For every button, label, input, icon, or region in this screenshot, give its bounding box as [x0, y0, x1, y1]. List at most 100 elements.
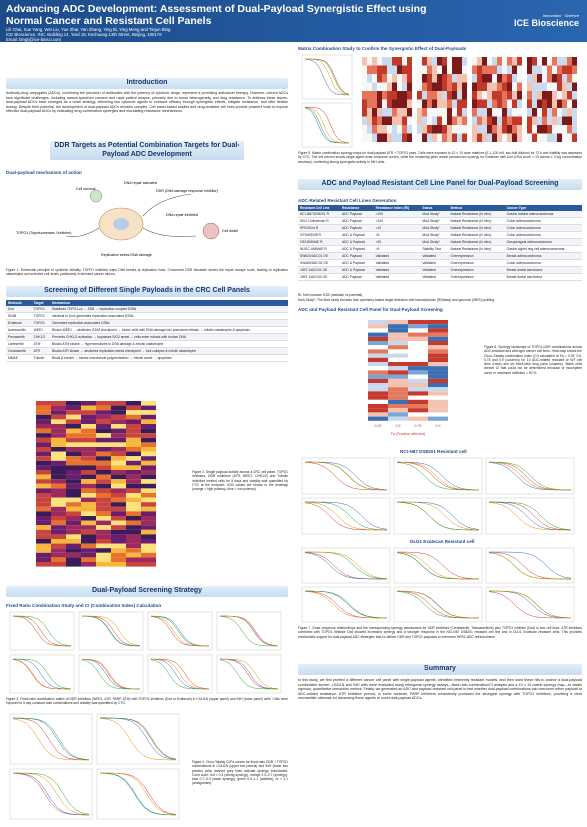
- row: JIMT-1/ADC01 OE ADC & Payload Validated Val…: [298, 266, 582, 274]
- heatmap-cell: [96, 497, 111, 503]
- heatmap-cell: [487, 133, 492, 142]
- heatmap-cell: [141, 516, 156, 521]
- heatmap-cell: [532, 82, 537, 91]
- heatmap-cell: [408, 336, 428, 341]
- row: Ceralasertib ATR Blocks ATR kinase → aboli…: [6, 347, 288, 355]
- heatmap-cell: [452, 116, 457, 125]
- heatmap-cell: [497, 108, 502, 117]
- heatmap-cell: [111, 424, 126, 429]
- column-header: Resistance: [339, 205, 374, 211]
- heatmap-cell: [96, 433, 111, 438]
- column-header: Resistant Cell Line: [298, 205, 340, 211]
- cell: Exatecan: [6, 319, 32, 327]
- heatmap-cell: [402, 108, 407, 117]
- heatmap-cell: [402, 91, 407, 100]
- heatmap-cell: [407, 65, 412, 74]
- heatmap-cell: [402, 57, 407, 66]
- heatmap-cell: [407, 82, 412, 91]
- heatmap-cell: [126, 447, 141, 452]
- heatmap-cell: [452, 65, 457, 74]
- panel: [393, 497, 483, 535]
- cell: MMAE: [6, 354, 32, 362]
- heatmap-cell: [81, 433, 96, 438]
- cell: Overexpression: [448, 273, 505, 281]
- heatmap-cell: [141, 529, 156, 535]
- heatmap-cell: [81, 506, 96, 512]
- heatmap-cell: [512, 65, 517, 74]
- heatmap-cell: [487, 91, 492, 100]
- heatmap-cell: [36, 419, 51, 424]
- heatmap-cell: [462, 57, 467, 66]
- heatmap-cell: [387, 74, 392, 83]
- curve: [304, 58, 350, 96]
- heatmap-cell: [367, 91, 372, 100]
- heatmap-cell: [51, 437, 66, 443]
- heatmap-cell: [537, 91, 542, 100]
- curve: [304, 551, 388, 579]
- heatmap-cell: [372, 65, 377, 74]
- curve: [219, 616, 279, 647]
- heatmap-cell: [51, 552, 66, 558]
- curve: [12, 658, 72, 689]
- column-header: Status: [420, 205, 449, 211]
- heatmap-cell: [497, 99, 502, 108]
- heatmap-cell: [562, 116, 567, 125]
- heatmap-cell: [462, 108, 467, 117]
- heatmap-cell: [51, 405, 66, 411]
- curve: [304, 591, 388, 619]
- heatmap-cell: [402, 82, 407, 91]
- heatmap-cell: [392, 82, 397, 91]
- heatmap-cell: [367, 82, 372, 91]
- heatmap-cell: [81, 552, 96, 558]
- heatmap-cell: [66, 548, 81, 553]
- heatmap-cell: [368, 353, 388, 358]
- heatmap-cell: [387, 91, 392, 100]
- cell: ADC & Payload: [339, 245, 374, 253]
- heatmap-cell: [422, 82, 427, 91]
- heatmap-cell: [527, 108, 532, 117]
- cell: Validated: [420, 252, 449, 260]
- heatmap-cell: [452, 91, 457, 100]
- heatmap-cell: [527, 99, 532, 108]
- cell: NCI-N87/DS8201 R: [298, 211, 340, 218]
- cell: Blocks ATM kinase → hypersensitizes to D…: [49, 340, 288, 348]
- heatmap-cell: [141, 539, 156, 544]
- heatmap-cell: [141, 465, 156, 470]
- banner: [0, 0, 587, 42]
- heatmap-cell: [422, 125, 427, 134]
- heatmap-cell: [36, 534, 51, 539]
- heatmap-cell: [402, 125, 407, 134]
- heatmap-cell: [96, 410, 111, 415]
- heatmap-cell: [388, 395, 408, 400]
- heatmap-cell: [368, 328, 388, 333]
- heatmap-cell: [442, 133, 447, 142]
- cell: Blocks ATR kinase → abolishes replicatio…: [49, 347, 288, 355]
- heatmap-cell: [442, 116, 447, 125]
- cell: ADC Payload: [339, 252, 374, 260]
- heatmap-cell: [66, 437, 81, 443]
- heatmap-cell: [126, 405, 141, 411]
- cell: >5: [373, 231, 421, 239]
- heatmap-cell: [66, 525, 81, 530]
- curve: [81, 615, 141, 647]
- heatmap-cell: [428, 395, 448, 400]
- heatmap-cell: [512, 82, 517, 91]
- heatmap-cell: [407, 57, 412, 66]
- heatmap-cell: [482, 74, 487, 83]
- cell: Validated: [373, 259, 421, 267]
- heatmap-cell: [111, 437, 126, 443]
- heatmap-cell: [377, 57, 382, 66]
- heatmap-cell: [462, 133, 467, 142]
- heatmap-cell: [552, 125, 557, 134]
- heatmap-cell: [572, 116, 577, 125]
- heatmap-cell: [387, 65, 392, 74]
- heatmap-cell: [126, 451, 141, 457]
- heatmap-cell: [428, 320, 448, 325]
- cell: Breast ductal carcinoma: [504, 273, 582, 281]
- heatmap-cell: [517, 74, 522, 83]
- heatmap-cell: [96, 424, 111, 429]
- heatmap-cell: [512, 133, 517, 142]
- ic50-heatmap: [36, 401, 156, 567]
- column-header: Target: [31, 300, 50, 306]
- cell: Oesophageal adenocarcinoma: [504, 238, 582, 246]
